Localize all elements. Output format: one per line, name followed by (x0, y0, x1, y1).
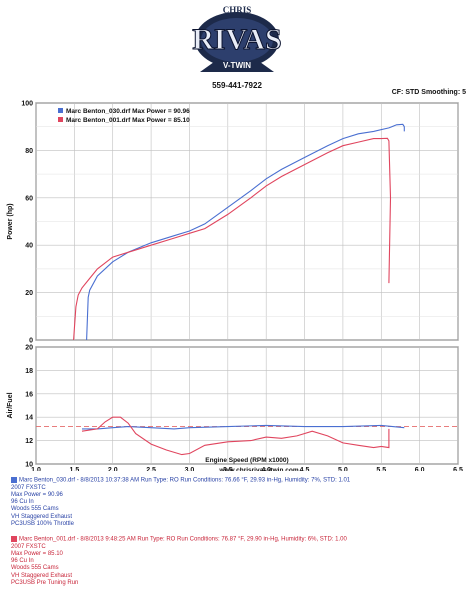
legend-entry-0: Marc Benton_030.drf Max Power = 90.96 (66, 108, 190, 115)
red-note-4: Woods 555 Cams (11, 565, 59, 572)
power-tick-label-0: 0 (29, 338, 33, 345)
power-tick-label-4: 80 (25, 148, 33, 155)
run-notes-red: Marc Benton_001.drf - 8/8/2013 9:48:25 A… (11, 536, 347, 587)
legend-swatch-1 (58, 117, 63, 122)
blue-note-0: Marc Benton_030.drf - 8/8/2013 10:37:38 … (19, 477, 351, 484)
af-frame (35, 346, 459, 465)
x-tick-label-10: 6.0 (415, 467, 425, 471)
x-axis-label: Engine Speed (RPM x1000) (205, 457, 288, 464)
x-tick-label-4: 3.0 (185, 467, 195, 471)
chris-rivas-logo: CHRIS RIVAS V-TWIN 559-441-7922 (192, 5, 283, 90)
red-note-6: PC3USB Pre Tuning Run (11, 579, 79, 586)
dyno-chart: 1.0 1.5 2.0 2.5 3.0 3.5 4.0 4.5 5.0 5.5 6.0 6.50204… (7, 101, 463, 472)
x-tick-label-8: 5.0 (338, 467, 348, 471)
blue-swatch (11, 477, 17, 483)
blue-note-2: Max Power = 90.96 (11, 491, 63, 498)
x-tick-label-11: 6.5 (453, 467, 463, 471)
af-series-0 (82, 424, 405, 430)
af-tick-label-4: 18 (25, 368, 33, 375)
x-tick-label-7: 4.5 (300, 467, 310, 471)
red-note-2: Max Power = 85.10 (11, 550, 63, 557)
af-tick-label-2: 14 (25, 415, 33, 422)
af-tick-label-5: 20 (25, 345, 33, 352)
power-tick-label-5: 100 (21, 101, 33, 108)
power-grid (35, 102, 459, 341)
x-tick-label-9: 5.5 (376, 467, 386, 471)
blue-note-3: 96 Cu In (11, 499, 34, 506)
x-tick-label-0: 1.0 (31, 467, 41, 471)
logo-sub-text: V-TWIN (223, 61, 251, 70)
x-tick-label-1: 1.5 (69, 467, 79, 471)
power-series-0 (86, 123, 405, 341)
af-grid (35, 346, 459, 465)
legend-entry-1: Marc Benton_001.drf Max Power = 85.10 (66, 117, 190, 124)
blue-note-5: VH Staggered Exhaust (11, 513, 73, 520)
legend-swatch-0 (58, 108, 63, 113)
x-tick-label-6: 4.0 (261, 467, 271, 471)
af-axis-label: Air/Fuel (7, 392, 14, 418)
red-swatch (11, 536, 17, 542)
logo-phone: 559-441-7922 (212, 81, 262, 90)
power-tick-label-2: 40 (25, 243, 33, 250)
x-tick-label-3: 2.5 (146, 467, 156, 471)
red-note-1: 2007 FXSTC (11, 543, 46, 550)
x-tick-label-5: 3.5 (223, 467, 233, 471)
af-series-1 (81, 416, 390, 456)
red-note-0: Marc Benton_001.drf - 8/8/2013 9:48:25 A… (19, 536, 347, 543)
af-tick-label-0: 10 (25, 462, 33, 469)
chart-marks (36, 123, 458, 456)
power-tick-label-1: 20 (25, 290, 33, 297)
power-series-1 (73, 137, 392, 341)
af-tick-label-3: 16 (25, 391, 33, 398)
logo-main-text: RIVAS (192, 23, 282, 56)
blue-note-4: Woods 555 Cams (11, 506, 59, 513)
af-tick-label-1: 12 (25, 438, 33, 445)
footer-url: www.chrisrivasvtwin.com (218, 467, 298, 471)
blue-note-1: 2007 FXSTC (11, 484, 46, 491)
logo-top-text: CHRIS (223, 5, 252, 15)
blue-note-6: PC3USB 100% Throttle (11, 520, 74, 527)
red-note-5: VH Staggered Exhaust (11, 572, 73, 579)
run-notes-blue: Marc Benton_030.drf - 8/8/2013 10:37:38 … (11, 477, 350, 528)
x-tick-label-2: 2.0 (108, 467, 118, 471)
header-settings: CF: STD Smoothing: 5 (391, 89, 466, 96)
chart-labels: 1.0 1.5 2.0 2.5 3.0 3.5 4.0 4.5 5.0 5.5 6.0 6.50204… (7, 101, 463, 472)
power-tick-label-3: 60 (25, 195, 33, 202)
red-note-3: 96 Cu In (11, 558, 34, 565)
power-axis-label: Power (hp) (7, 203, 14, 239)
